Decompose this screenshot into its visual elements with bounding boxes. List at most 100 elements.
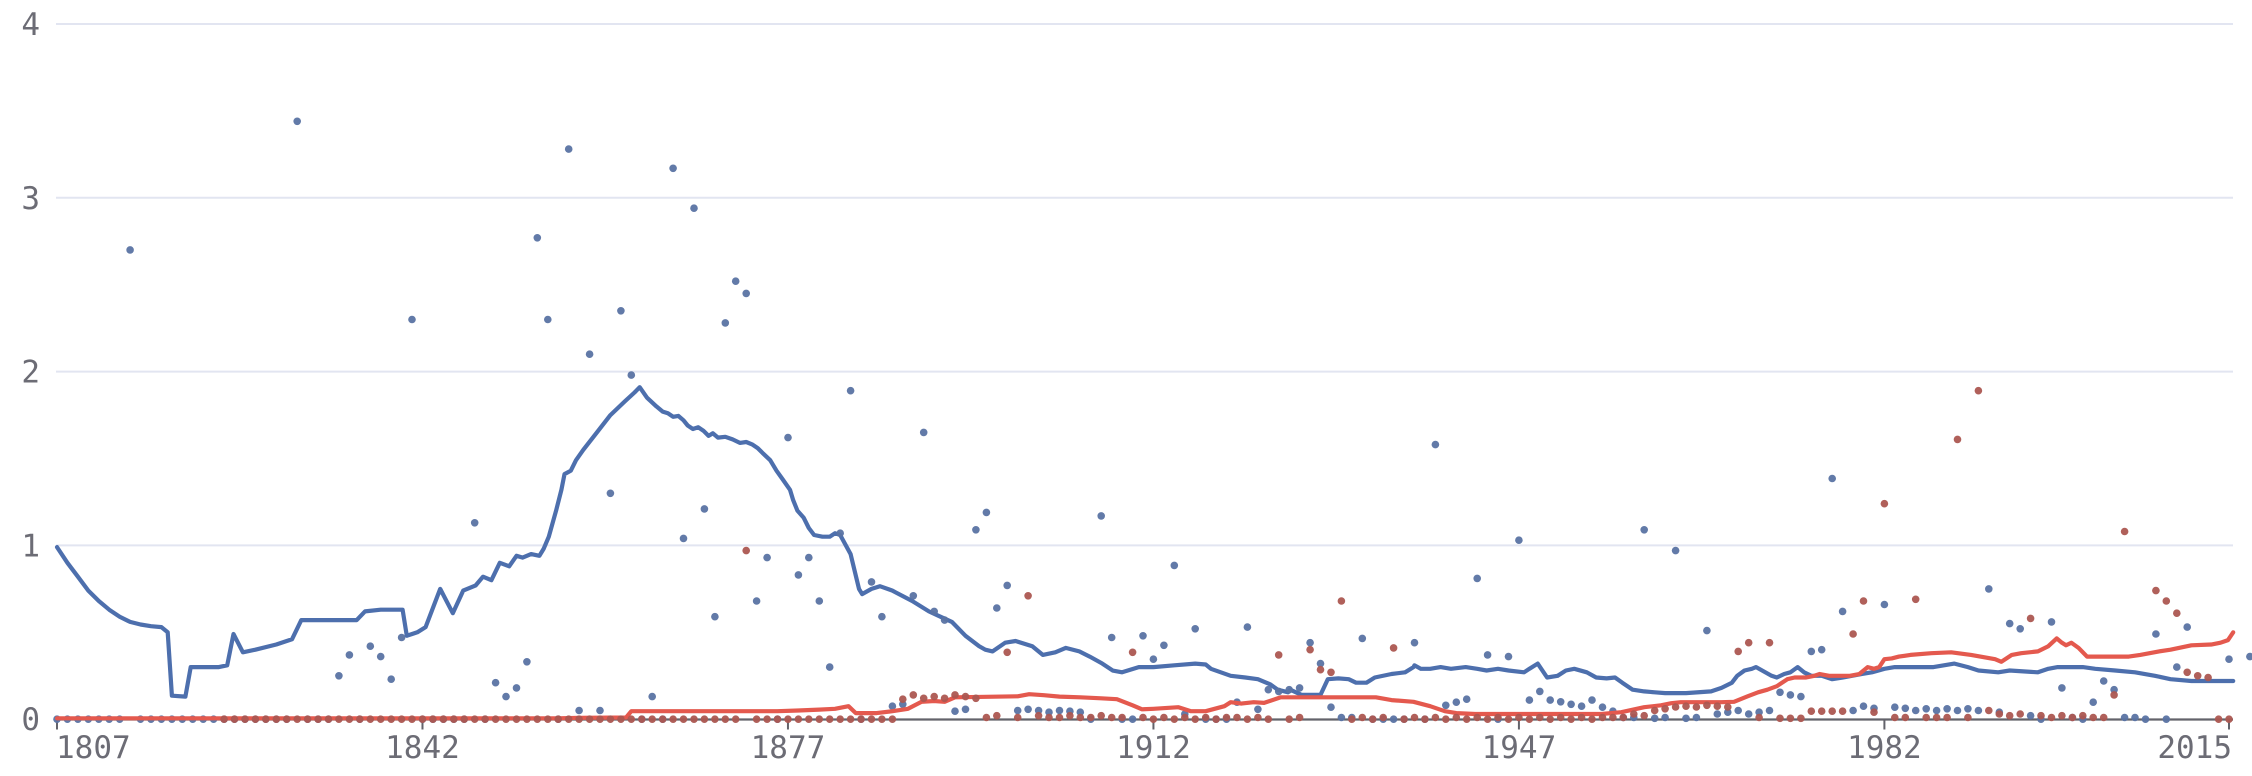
blue-series-data-point [2120,713,2129,722]
red-series-data-point [408,715,416,723]
x-tick-label: 1982 [1847,730,1922,766]
red-series-data-point [1013,713,1022,722]
red-series-data-point [1306,645,1314,654]
red-series-data-point [1504,715,1513,723]
blue-series-data-point [1024,705,1032,714]
blue-series-data-point [1817,645,1826,654]
red-series-data-point [1327,668,1335,677]
red-series-data-point [1985,706,1993,715]
blue-series-data-point [1797,692,1805,701]
red-series-data-point [773,715,782,723]
blue-series-data-point [1316,659,1325,668]
blue-series-data-point [1734,706,1742,715]
red-series-data-point [1567,715,1575,723]
blue-series-data-point [825,663,834,671]
red-series-data-point [303,715,312,723]
blue-series-data-point [972,526,980,534]
blue-series-data-point [731,277,740,286]
blue-series-data-point [585,350,594,359]
blue-series-data-point [1295,684,1304,692]
blue-series-data-point [846,386,855,395]
red-series-data-point [1494,713,1502,722]
red-series-data-point [2079,711,2087,720]
blue-series-data-point [940,616,949,624]
red-series-data-point [1087,713,1095,722]
blue-series-data-point [1306,638,1314,647]
blue-series-data-point [1755,708,1763,716]
red-series-data-point [1776,714,1784,723]
red-series-data-point [1536,713,1544,722]
red-series-data-point [993,711,1001,720]
blue-series-data-point [293,117,302,126]
blue-series-data-point [1567,700,1575,709]
blue-series-data-point [1243,623,1252,631]
blue-series-data-point [669,164,677,173]
red-series-data-point [1348,715,1356,723]
blue-series-data-point [1076,708,1085,716]
blue-series-data-point [564,145,573,153]
blue-series-data-point [1964,705,1972,713]
red-series-data-point [585,715,594,723]
red-series-data-point [1462,715,1471,723]
red-series-data-point [1055,713,1064,722]
blue-series-data-point [711,612,719,621]
red-series-data-point [867,715,876,723]
red-series-data-point [1807,707,1816,715]
red-series-data-point [575,715,583,723]
blue-series-data-point [1536,687,1544,696]
red-series-data-point [2099,713,2108,722]
blue-series-data-point [1327,703,1335,711]
red-series-data-point [1442,715,1450,723]
blue-series-data-point [1107,633,1116,642]
red-series-data-point [1473,713,1481,722]
red-series-data-point [366,715,375,723]
red-series-data-point [1337,597,1346,605]
blue-series-data-point [1671,546,1680,555]
blue-series-data-point [2089,698,2097,706]
red-series-data-point [742,546,750,555]
red-series-data-point [1107,713,1116,722]
y-tick-label: 2 [21,355,40,391]
blue-series-data-point [491,678,500,687]
y-tick-label: 0 [21,702,40,738]
blue-series-data-point [1713,710,1722,718]
red-series-data-point [397,715,406,723]
blue-series-trend-line [54,385,2236,699]
blue-series-data-point [1358,634,1367,643]
red-series-data-point [2047,713,2056,722]
red-series-data-point [752,715,761,723]
red-series-data-point [1974,386,1983,395]
red-series-data-point [1128,648,1137,657]
blue-series-data-point [1285,685,1293,694]
red-series-data-point [1765,638,1774,647]
x-tick-label: 2015 [2157,730,2232,766]
red-series-data-point [1640,711,1648,720]
y-tick-label: 4 [21,7,40,43]
blue-series-data-point [815,597,824,605]
red-series-data-point [1546,715,1554,723]
red-series-data-point [1003,648,1011,657]
blue-series-data-point [1483,651,1492,659]
red-series-data-point [784,715,792,723]
red-series-data-point [1953,435,1962,444]
blue-series-data-point [2026,711,2035,720]
red-series-data-point [324,715,333,723]
red-series-data-point [972,694,980,703]
red-series-data-point [763,715,771,723]
red-series-data-point [2005,711,2014,720]
y-tick-label: 3 [21,181,40,217]
blue-series-data-point [1598,703,1607,711]
red-series-data-point [940,694,949,703]
blue-series-data-point [1661,713,1669,722]
blue-series-data-point [1504,652,1513,661]
blue-series-data-point [366,642,375,650]
blue-series-data-point [919,428,928,437]
red-series-data-point [376,715,385,723]
blue-series-data-point [1546,696,1554,704]
red-series-data-point [502,715,510,723]
red-series-data-point [460,715,469,723]
red-series-data-point [2120,527,2129,536]
red-series-data-point [335,715,343,723]
red-series-data-point [2162,597,2171,605]
blue-series-data-point [1045,708,1053,716]
